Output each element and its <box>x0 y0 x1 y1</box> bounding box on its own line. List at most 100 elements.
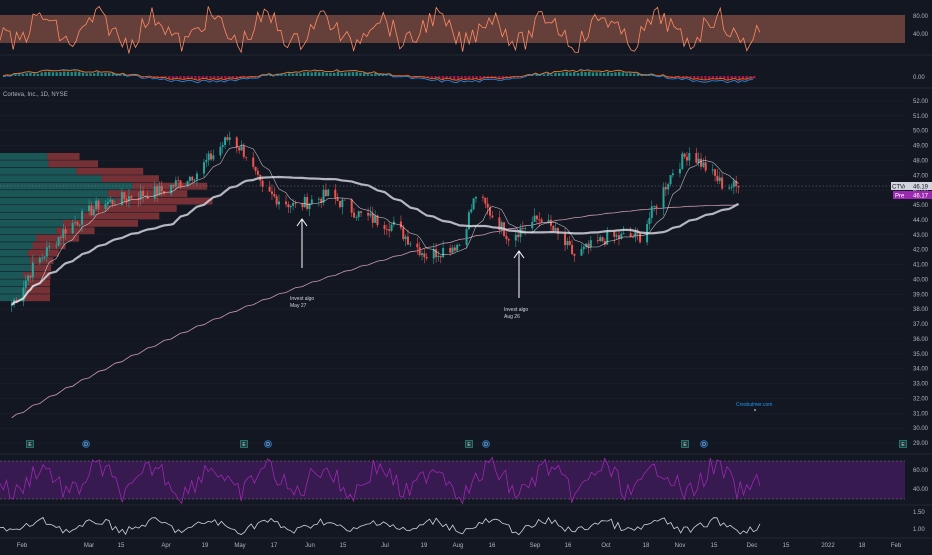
macd-bar <box>14 75 16 76</box>
time-axis-label: Aug <box>453 543 464 549</box>
candle-body <box>634 231 636 237</box>
price-grid <box>0 101 905 443</box>
macd-bar <box>29 73 31 76</box>
event-marker-dividend[interactable]: D <box>265 441 272 449</box>
candle-body <box>374 216 376 223</box>
candle-body <box>583 247 585 249</box>
candle-body <box>210 153 212 159</box>
macd-bar <box>299 73 301 76</box>
macd-bar <box>101 73 103 76</box>
time-axis-label: Dec <box>747 543 758 549</box>
macd-bar <box>753 76 755 79</box>
candle-body <box>541 219 543 222</box>
volume-profile-bar-up <box>0 272 23 279</box>
event-marker-earnings[interactable]: E <box>900 441 907 449</box>
price-tag: 46.19 <box>913 185 929 191</box>
candle-body <box>60 237 62 238</box>
macd-bar <box>566 72 568 76</box>
candle-body <box>177 180 179 181</box>
candle-body <box>39 258 41 262</box>
candle-body <box>665 187 667 189</box>
time-axis-label: Feb <box>891 543 902 549</box>
candle-body <box>686 157 688 161</box>
macd-bar <box>307 72 309 76</box>
candle-body <box>536 216 538 220</box>
event-marker-earnings[interactable]: E <box>241 441 248 449</box>
candle-body <box>41 258 43 259</box>
volume-profile-bar-up <box>0 287 25 294</box>
candle-body <box>517 235 519 237</box>
candle-body <box>405 237 407 240</box>
candle-body <box>229 137 231 139</box>
candle-body <box>470 209 472 212</box>
candle-body <box>531 222 533 228</box>
price-axis-label: 29.00 <box>913 441 929 447</box>
candle-body <box>491 216 493 218</box>
candle-body <box>238 147 240 150</box>
price-axis-label: 36.00 <box>913 337 929 343</box>
candle-body <box>203 162 205 173</box>
macd-bar <box>371 74 373 76</box>
time-axis-label: Jun <box>305 543 315 549</box>
event-marker-dividend[interactable]: D <box>483 441 490 449</box>
event-marker-earnings[interactable]: E <box>466 441 473 449</box>
candle-body <box>344 200 346 201</box>
macd-bar <box>33 74 35 76</box>
price-axis-label: 34.00 <box>913 367 929 373</box>
candle-body <box>62 229 64 238</box>
candle-body <box>555 228 557 231</box>
price-axis-label: 52.00 <box>913 99 929 105</box>
macd-bar <box>311 72 313 76</box>
volume-profile-bar-down <box>48 160 98 167</box>
time-axis-label: Feb <box>17 543 28 549</box>
candle-body <box>721 177 723 188</box>
price-axis: 52.0051.0050.0049.0048.0047.0046.0045.00… <box>913 99 929 447</box>
macd-bar <box>337 71 339 76</box>
candle-body <box>294 203 296 204</box>
event-marker-earnings[interactable]: E <box>682 441 689 449</box>
candle-body <box>276 196 278 204</box>
macd-bar <box>581 71 583 76</box>
macd-bar <box>284 74 286 76</box>
candle-body <box>386 229 388 230</box>
macd-bar <box>86 73 88 76</box>
candle-body <box>58 237 60 245</box>
event-marker-dividend[interactable]: D <box>701 441 708 449</box>
macd-bar <box>22 74 24 76</box>
bottom-axis-label-2: 1.00 <box>913 527 925 533</box>
price-axis-label: 48.00 <box>913 158 929 164</box>
price-axis-label: 35.00 <box>913 352 929 358</box>
candle-body <box>25 281 27 288</box>
macd-bar <box>607 72 609 76</box>
candle-body <box>653 206 655 207</box>
volume-profile-bar-up <box>0 220 63 227</box>
macd-bar <box>386 75 388 76</box>
candle-body <box>161 186 163 191</box>
candle-body <box>437 256 439 257</box>
macd-bar <box>82 73 84 76</box>
candle-body <box>88 206 90 212</box>
candle-body <box>212 155 214 159</box>
volume-profile-bar-down <box>28 250 59 257</box>
event-marker-earnings[interactable]: E <box>27 441 34 449</box>
candle-body <box>630 233 632 236</box>
volume-profile-bar-up <box>0 168 76 175</box>
candle-body <box>719 177 721 180</box>
time-axis-label: Oct <box>601 543 611 549</box>
price-axis-label: 32.00 <box>913 396 929 402</box>
candle-body <box>388 229 390 231</box>
candle-body <box>269 187 271 192</box>
candle-body <box>360 211 362 213</box>
macd-bar <box>318 72 320 76</box>
event-marker-dividend[interactable]: D <box>83 441 90 449</box>
candle-body <box>27 276 29 281</box>
candle-body <box>114 204 116 205</box>
candle-body <box>358 211 360 217</box>
price-axis-label: 31.00 <box>913 411 929 417</box>
candle-body <box>731 187 733 188</box>
time-axis-label: Mar <box>84 543 94 549</box>
